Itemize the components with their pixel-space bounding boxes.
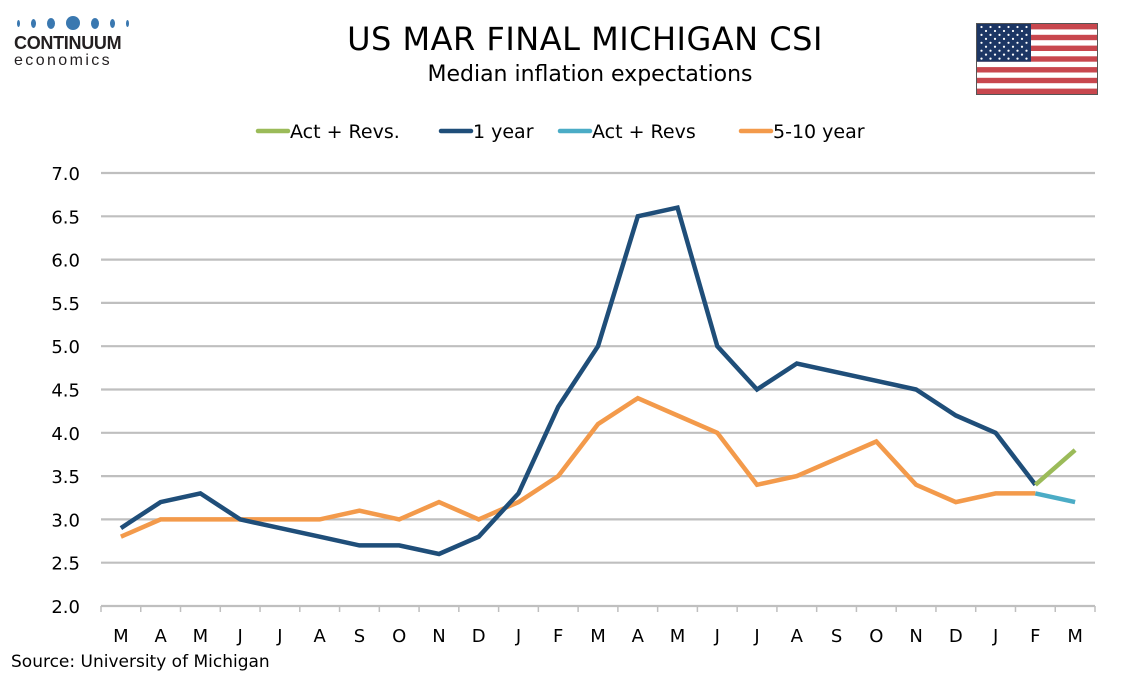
y-tick-label: 2.5: [51, 554, 80, 575]
chart-title: US MAR FINAL MICHIGAN CSI: [347, 20, 823, 58]
x-tick-label: S: [354, 626, 365, 647]
us-flag-icon: [976, 23, 1098, 95]
x-tick-label: S: [831, 626, 842, 647]
x-tick-label: M: [113, 626, 129, 647]
x-tick-label: D: [949, 626, 963, 647]
logo-subtext: economics: [14, 52, 113, 69]
x-tick-label: F: [553, 626, 563, 647]
x-tick-label: O: [392, 626, 406, 647]
y-tick-label: 3.5: [51, 467, 80, 488]
x-tick-label: A: [314, 626, 327, 647]
series-line-1-year-1: [119, 204, 1038, 557]
y-tick-label: 5.5: [51, 294, 80, 315]
source-note: Source: University of Michigan: [11, 652, 270, 672]
continuum-logo: CONTINUUM economics: [14, 14, 132, 69]
x-tick-label: F: [1030, 626, 1040, 647]
y-tick-label: 3.0: [51, 510, 80, 531]
x-tick-label: J: [515, 626, 521, 647]
y-axis-ticks: 7.0 6.5 6.0 5.5 5.0 4.5 4.0 3.5 3.0 2.5 2.0: [51, 164, 80, 618]
x-tick-label: J: [276, 626, 282, 647]
logo-dots-icon: [14, 14, 132, 32]
logo-wordmark: CONTINUUM: [14, 33, 122, 53]
x-tick-label: J: [714, 626, 720, 647]
y-tick-label: 4.0: [51, 424, 80, 445]
x-tick-label: M: [193, 626, 209, 647]
legend-label: 5-10 year: [773, 121, 865, 143]
chart-subtitle: Median inflation expectations: [427, 62, 753, 87]
x-tick-label: J: [992, 626, 998, 647]
x-tick-label: M: [670, 626, 686, 647]
series-line-act-revs-0: [1033, 448, 1077, 487]
x-tick-label: N: [432, 626, 445, 647]
x-tick-label: A: [154, 626, 167, 647]
series-lines: [119, 204, 1077, 557]
x-tick-label: N: [909, 626, 922, 647]
series-line-act-revs-2: [1034, 491, 1076, 505]
legend-label: 1 year: [473, 121, 534, 143]
y-tick-label: 4.5: [51, 381, 80, 402]
y-tick-label: 2.0: [51, 597, 80, 618]
x-tick-label: J: [753, 626, 759, 647]
x-tick-label: A: [632, 626, 645, 647]
legend-label: Act + Revs: [592, 121, 696, 143]
gridlines: [101, 171, 1095, 564]
x-tick-label: D: [472, 626, 486, 647]
y-tick-label: 7.0: [51, 164, 80, 185]
legend-label: Act + Revs.: [290, 121, 400, 143]
y-tick-label: 6.5: [51, 207, 80, 228]
x-tick-label: M: [1067, 626, 1083, 647]
x-tick-label: O: [869, 626, 883, 647]
x-tick-label: M: [590, 626, 606, 647]
x-tick-label: J: [237, 626, 243, 647]
legend: Act + Revs. 1 year Act + Revs 5-10 year: [255, 121, 865, 143]
y-tick-label: 6.0: [51, 251, 80, 272]
series-line-5-10-year-3: [120, 395, 1036, 539]
y-tick-label: 5.0: [51, 337, 80, 358]
x-tick-label: A: [791, 626, 804, 647]
